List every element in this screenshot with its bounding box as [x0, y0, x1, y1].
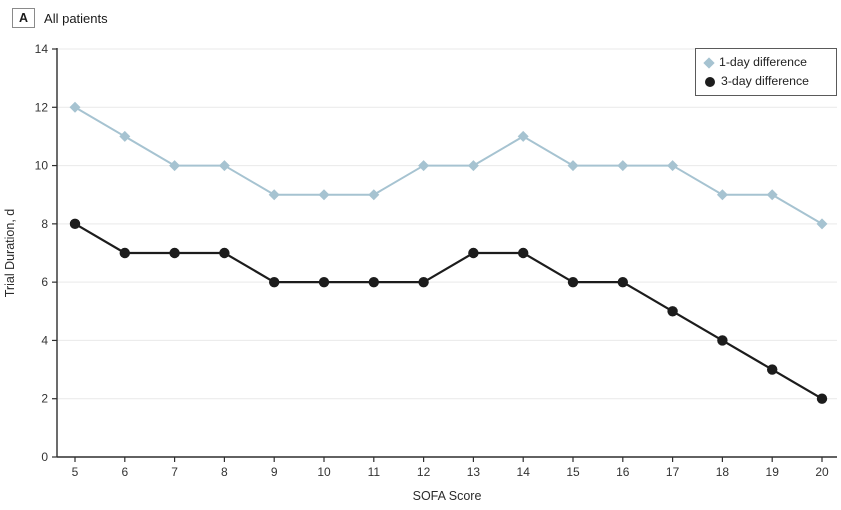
- data-point-diamond: [816, 218, 828, 230]
- data-point-diamond: [766, 189, 778, 201]
- data-point-diamond: [617, 160, 629, 172]
- data-point-circle: [368, 276, 379, 288]
- legend-label: 3-day difference: [721, 74, 809, 88]
- legend-item-3day-difference: 3-day difference: [705, 74, 828, 89]
- data-point-diamond: [418, 160, 430, 172]
- data-point-circle: [518, 247, 529, 259]
- y-axis-title: Trial Duration, d: [3, 209, 17, 298]
- series-line-diamond: [74, 106, 823, 225]
- x-tick-label: 11: [368, 465, 381, 479]
- y-tick-label: 12: [35, 100, 49, 114]
- series-line-circle: [74, 222, 823, 400]
- data-point-circle: [567, 276, 579, 288]
- legend-item-1day-difference: 1-day difference: [703, 55, 828, 70]
- x-tick-label: 14: [517, 465, 531, 479]
- data-point-diamond: [567, 160, 579, 172]
- data-point-diamond: [268, 189, 280, 201]
- y-tick-label: 0: [41, 450, 48, 464]
- y-tick-label: 2: [41, 392, 48, 406]
- x-tick-label: 9: [271, 465, 278, 479]
- data-point-circle: [767, 364, 778, 375]
- x-tick-label: 17: [666, 465, 680, 479]
- x-tick-label: 19: [766, 465, 780, 479]
- circle-marker-icon: [705, 76, 715, 87]
- y-tick-label: 14: [35, 42, 49, 56]
- data-point-circle: [69, 218, 81, 230]
- legend-label: 1-day difference: [719, 55, 807, 69]
- data-point-diamond: [716, 189, 728, 201]
- data-point-diamond: [169, 160, 181, 172]
- data-point-circle: [667, 306, 678, 317]
- y-tick-label: 6: [41, 275, 48, 289]
- data-point-diamond: [667, 160, 679, 172]
- x-tick-label: 7: [171, 465, 178, 479]
- data-point-diamond: [368, 189, 380, 201]
- panel-header: A All patients: [12, 8, 108, 28]
- data-point-circle: [219, 247, 230, 259]
- panel-title: All patients: [44, 10, 108, 26]
- data-point-circle: [617, 276, 628, 288]
- x-tick-label: 6: [121, 465, 128, 479]
- diamond-marker-icon: [703, 56, 715, 69]
- y-tick-label: 10: [35, 159, 49, 173]
- data-point-diamond: [119, 130, 131, 142]
- x-tick-label: 15: [566, 465, 580, 479]
- data-point-circle: [318, 276, 330, 288]
- x-tick-label: 8: [221, 465, 228, 479]
- data-point-diamond: [318, 189, 330, 201]
- data-point-circle: [119, 247, 130, 259]
- data-point-diamond: [69, 101, 81, 113]
- y-tick-label: 8: [41, 217, 48, 231]
- data-point-circle: [169, 247, 180, 259]
- data-point-circle: [269, 276, 280, 288]
- data-point-circle: [717, 335, 728, 346]
- data-point-circle: [468, 247, 479, 259]
- x-tick-label: 5: [72, 465, 79, 479]
- y-tick-label: 4: [41, 333, 48, 347]
- data-point-diamond: [218, 160, 230, 172]
- x-tick-label: 13: [467, 465, 481, 479]
- legend: 1-day difference 3-day difference: [695, 48, 837, 96]
- x-tick-label: 12: [417, 465, 431, 479]
- data-point-circle: [418, 276, 429, 288]
- data-point-diamond: [467, 160, 479, 172]
- data-point-diamond: [517, 130, 529, 142]
- x-tick-label: 10: [317, 465, 331, 479]
- x-tick-label: 16: [616, 465, 630, 479]
- data-point-circle: [816, 393, 828, 404]
- x-tick-label: 18: [716, 465, 730, 479]
- panel-label: A: [12, 8, 36, 28]
- x-tick-label: 20: [815, 465, 829, 479]
- x-axis-title: SOFA Score: [413, 489, 482, 503]
